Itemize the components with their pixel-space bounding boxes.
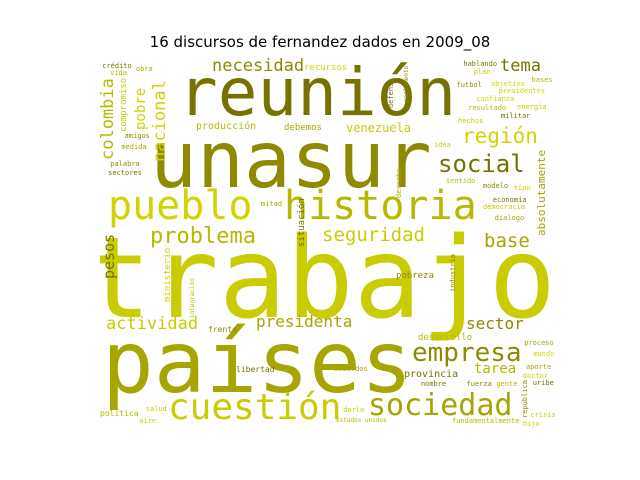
cloud-word: economía <box>492 195 527 204</box>
cloud-word: crédito <box>102 61 132 70</box>
cloud-word: industria <box>449 254 457 292</box>
cloud-word: gente <box>496 380 518 389</box>
cloud-word: vida <box>110 69 127 78</box>
cloud-word: acuerdos <box>334 365 368 373</box>
cloud-word: producción <box>196 121 257 132</box>
cloud-word: trabajo <box>100 214 556 344</box>
cloud-word: base <box>484 230 530 252</box>
cloud-word: presidenta <box>256 312 353 331</box>
cloud-word: pobre <box>133 87 149 130</box>
cloud-word: actividad <box>106 314 199 334</box>
cloud-word: presidentes <box>498 87 546 96</box>
cloud-word: cuestión <box>168 387 342 428</box>
cloud-word: política <box>100 409 139 418</box>
cloud-word: hablando <box>463 59 498 68</box>
cloud-word: aporte <box>525 363 552 372</box>
cloud-word: uribe <box>532 379 554 388</box>
cloud-word: absolutamente <box>535 149 548 236</box>
cloud-word: situación <box>297 198 307 247</box>
cloud-word: integración <box>189 278 196 318</box>
cloud-word: países <box>102 313 413 413</box>
cloud-word: aire <box>139 416 157 425</box>
cloud-word: debemos <box>284 123 322 133</box>
cloud-word: tema <box>500 58 541 76</box>
word-cloud: trabajo países unasur reunión historia pueblo… <box>100 58 556 428</box>
cloud-word: recursos <box>304 63 348 73</box>
cloud-word: pueblo <box>108 183 253 229</box>
cloud-word: necesidad <box>212 58 305 76</box>
cloud-word: democracia <box>482 203 525 212</box>
cloud-word: seguridad <box>322 224 425 246</box>
cloud-word: doctor <box>522 371 549 380</box>
cloud-word: energía <box>517 103 547 112</box>
cloud-word: dialogo <box>494 213 525 222</box>
cloud-word: obra <box>135 64 153 73</box>
cloud-word: defensa <box>387 78 395 108</box>
cloud-word: resultado <box>468 103 507 112</box>
cloud-word: pesos <box>100 233 118 279</box>
cloud-word: social <box>438 150 525 178</box>
cloud-word: parlamento <box>403 65 410 102</box>
cloud-word: darle <box>343 406 365 414</box>
cloud-word: estados unidos <box>336 417 387 424</box>
cloud-word: amigos <box>124 132 150 141</box>
cloud-word: proceso <box>524 338 554 347</box>
cloud-word: empresa <box>412 338 522 368</box>
cloud-word: sociedad <box>368 388 513 423</box>
cloud-word: compromiso <box>119 77 129 132</box>
cloud-word: región <box>462 124 538 148</box>
cloud-word: colombia <box>100 78 118 160</box>
figure-title: 16 discursos de fernandez dados en 2009_… <box>149 33 491 51</box>
cloud-word: sectores <box>108 169 142 178</box>
cloud-word: hijo <box>522 419 540 428</box>
cloud-word: libertad <box>236 365 275 374</box>
cloud-word: crisis <box>530 410 556 419</box>
cloud-word: mitad <box>260 200 283 209</box>
cloud-word: modelo <box>482 182 509 191</box>
cloud-word: república <box>520 380 529 418</box>
cloud-word: objetivo <box>491 79 525 88</box>
cloud-word: nombre <box>420 380 447 389</box>
cloud-word: sentido <box>445 176 476 185</box>
cloud-word: derecha <box>395 168 403 198</box>
cloud-word: tipo <box>513 184 531 193</box>
cloud-word: plan <box>473 67 491 76</box>
cloud-word: nacional <box>150 80 170 162</box>
cloud-word: sector <box>466 314 524 333</box>
cloud-word: venezuela <box>346 121 412 135</box>
cloud-word: problema <box>150 224 256 249</box>
cloud-word: fuerza <box>466 379 492 388</box>
cloud-word: desarrollo <box>418 333 473 343</box>
cloud-word: unasur <box>150 116 432 206</box>
cloud-word: idea <box>434 141 451 150</box>
cloud-word: salud <box>145 405 167 414</box>
cloud-word: palabra <box>110 160 140 168</box>
cloud-word: bases <box>531 75 553 84</box>
cloud-word: frente <box>208 325 237 334</box>
cloud-word: hechos <box>458 117 484 126</box>
cloud-word: historia <box>284 183 477 229</box>
cloud-word: militar <box>500 111 531 120</box>
cloud-word: fundamentalmente <box>452 417 520 425</box>
cloud-word: reunión <box>178 58 457 131</box>
cloud-word: pobreza <box>396 271 434 281</box>
cloud-word: futbol <box>456 81 482 90</box>
cloud-word: confianza <box>476 95 515 104</box>
cloud-word: medida <box>121 143 147 152</box>
cloud-word: tarea <box>474 361 517 377</box>
cloud-word: provincia <box>404 369 459 380</box>
cloud-word: mundo <box>533 349 555 358</box>
cloud-word: ministerio <box>163 247 173 302</box>
